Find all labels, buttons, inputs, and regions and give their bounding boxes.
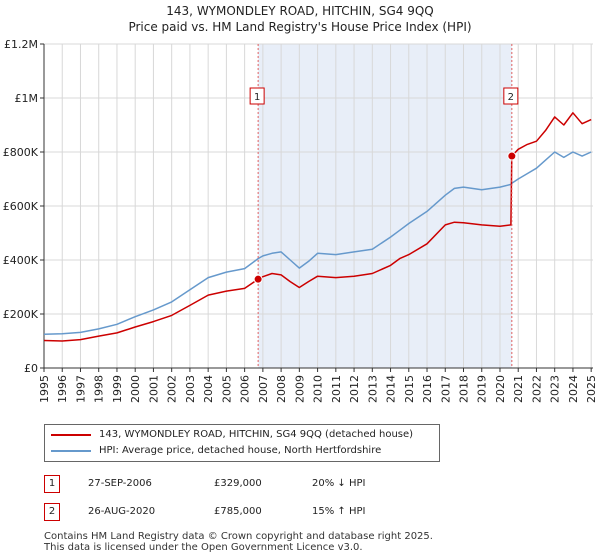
x-tick-label: 2001 xyxy=(147,375,160,403)
x-tick-label: 1995 xyxy=(38,375,51,403)
chart-axes: £0 £200K £400K £600K £800K £1M £1.2M 1995 1996 19… xyxy=(3,38,598,403)
x-tick-label: 2021 xyxy=(512,375,525,403)
y-tick-label: £400K xyxy=(3,254,39,267)
property-price-line xyxy=(43,112,592,342)
footer-copyright: Contains HM Land Registry data © Crown c… xyxy=(44,531,433,542)
footer-licence: This data is licensed under the Open Gov… xyxy=(44,542,363,553)
x-tick-label: 2017 xyxy=(439,375,452,403)
y-tick-label: £1M xyxy=(15,92,39,105)
chart-title: 143, WYMONDLEY ROAD, HITCHIN, SG4 9QQ xyxy=(166,4,434,18)
x-tick-label: 2023 xyxy=(549,375,562,403)
transaction-badge: 2 xyxy=(44,503,60,521)
price-chart: £0 £200K £400K £600K £800K £1M £1.2M 1995 1996 19… xyxy=(3,38,598,403)
x-tick-label: 2006 xyxy=(239,375,252,403)
transaction-badge: 1 xyxy=(44,475,60,493)
legend-swatch-property xyxy=(51,434,91,436)
y-tick-label: £0 xyxy=(24,362,38,375)
transaction-date: 27-SEP-2006 xyxy=(88,478,152,489)
y-tick-label: £800K xyxy=(3,146,39,159)
transaction-hpi-relation: 20% ↓ HPI xyxy=(312,478,366,489)
x-tick-label: 2022 xyxy=(530,375,543,403)
hpi-line xyxy=(43,151,592,336)
x-tick-label: 1997 xyxy=(74,375,87,403)
x-tick-label: 2025 xyxy=(585,375,598,403)
y-tick-label: £200K xyxy=(3,308,39,321)
marker-label: 2 xyxy=(508,92,514,103)
x-tick-label: 2014 xyxy=(385,375,398,403)
x-tick-label: 2016 xyxy=(421,375,434,403)
x-tick-label: 1996 xyxy=(56,375,69,403)
x-tick-label: 2013 xyxy=(366,375,379,403)
chart-legend: 143, WYMONDLEY ROAD, HITCHIN, SG4 9QQ (d… xyxy=(44,424,440,462)
x-tick-label: 2003 xyxy=(184,375,197,403)
x-tick-label: 2000 xyxy=(129,375,142,403)
sale-point xyxy=(253,274,263,284)
legend-swatch-hpi xyxy=(51,450,91,452)
marker-label: 1 xyxy=(254,92,260,103)
y-tick-label: £1.2M xyxy=(4,38,38,51)
chart-subtitle: Price paid vs. HM Land Registry's House … xyxy=(128,20,472,34)
x-tick-label: 2004 xyxy=(202,375,215,403)
x-tick-label: 2005 xyxy=(220,375,233,403)
x-tick-label: 2008 xyxy=(275,375,288,403)
x-tick-label: 2011 xyxy=(330,375,343,403)
x-tick-label: 2012 xyxy=(348,375,361,403)
x-tick-label: 2009 xyxy=(293,375,306,403)
x-tick-label: 2024 xyxy=(567,375,580,403)
x-tick-label: 1998 xyxy=(93,375,106,403)
x-tick-label: 2019 xyxy=(476,375,489,403)
x-tick-label: 1999 xyxy=(111,375,124,403)
x-tick-label: 2002 xyxy=(166,375,179,403)
legend-label-property: 143, WYMONDLEY ROAD, HITCHIN, SG4 9QQ (d… xyxy=(99,429,414,440)
sale-point xyxy=(507,151,517,161)
transaction-date: 26-AUG-2020 xyxy=(88,506,156,517)
x-tick-label: 2010 xyxy=(312,375,325,403)
x-tick-label: 2007 xyxy=(257,375,270,403)
transaction-hpi-relation: 15% ↑ HPI xyxy=(312,506,366,517)
y-tick-label: £600K xyxy=(3,200,39,213)
transaction-price: £785,000 xyxy=(214,506,262,517)
legend-label-hpi: HPI: Average price, detached house, Nort… xyxy=(99,445,382,456)
chart-series xyxy=(43,112,592,342)
x-tick-label: 2015 xyxy=(403,375,416,403)
marker-box xyxy=(503,87,519,105)
marker-box xyxy=(249,87,265,105)
x-tick-label: 2020 xyxy=(494,375,507,403)
transaction-price: £329,000 xyxy=(214,478,262,489)
x-tick-label: 2018 xyxy=(458,375,471,403)
